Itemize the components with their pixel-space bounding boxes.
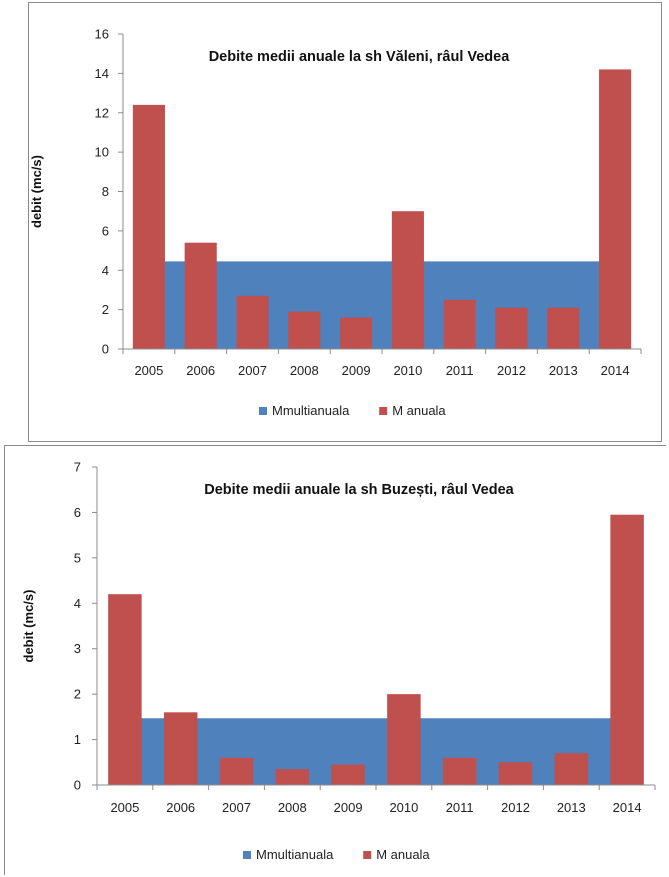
bar-m-anuala — [391, 211, 424, 349]
bar-m-anuala — [219, 757, 254, 785]
y-tick-label: 0 — [102, 342, 109, 357]
legend-label-m-anuala: M anuala — [376, 847, 430, 862]
x-tick-label: 2009 — [342, 363, 371, 378]
x-tick-label: 2006 — [186, 363, 215, 378]
y-tick-label: 10 — [95, 145, 109, 160]
x-tick-label: 2011 — [446, 800, 474, 815]
x-tick-label: 2012 — [497, 363, 526, 378]
y-tick-label: 6 — [74, 505, 81, 520]
bar-m-anuala — [387, 694, 421, 785]
legend-swatch-m-anuala — [363, 851, 372, 859]
y-tick-label: 2 — [102, 302, 109, 317]
legend-swatch-m-anuala — [379, 407, 388, 415]
series-area-mmultianuala — [124, 718, 628, 785]
x-tick-label: 2007 — [222, 800, 251, 815]
y-axis-label: debit (mc/s) — [29, 155, 44, 228]
bar-m-anuala — [498, 762, 533, 785]
y-tick-label: 6 — [102, 223, 109, 238]
x-tick-label: 2007 — [238, 363, 267, 378]
bar-m-anuala — [331, 764, 365, 785]
y-tick-label: 16 — [95, 27, 109, 42]
x-tick-label: 2014 — [601, 363, 630, 378]
bar-m-anuala — [163, 712, 198, 785]
x-tick-label: 2005 — [134, 363, 163, 378]
y-tick-label: 12 — [95, 105, 109, 120]
y-tick-label: 14 — [95, 66, 109, 81]
y-tick-label: 1 — [74, 732, 81, 747]
bar-m-anuala — [495, 307, 528, 349]
bar-m-anuala — [288, 311, 321, 349]
y-tick-label: 0 — [74, 778, 81, 793]
x-tick-label: 2008 — [278, 800, 307, 815]
x-tick-label: 2011 — [446, 363, 474, 378]
y-axis-label: debit (mc/s) — [21, 590, 36, 663]
bar-m-anuala — [547, 307, 580, 349]
x-tick-label: 2009 — [334, 800, 363, 815]
bar-m-anuala — [442, 757, 477, 785]
bar-m-anuala — [340, 317, 373, 349]
legend-label-m-anuala: M anuala — [392, 403, 446, 418]
chart-buzesti-svg: 0 1 2 3 4 5 6 7 2005 2006 2007 2008 2009 2010 2011 2012… — [21, 460, 656, 862]
bar-m-anuala — [132, 104, 165, 349]
legend-label-mmultianuala: Mmultianuala — [256, 847, 334, 862]
chart-title: Debite medii anuale la sh Buzești, râul … — [204, 482, 514, 498]
y-tick-label: 4 — [74, 596, 81, 611]
chart-valeni-svg: 0 2 4 6 8 10 12 14 16 2005 2006 2007 2008 2009 2010 201… — [29, 27, 642, 418]
legend-swatch-mmultianuala — [259, 407, 267, 415]
bar-m-anuala — [443, 299, 476, 349]
bar-m-anuala — [554, 753, 589, 785]
x-tick-label: 2006 — [166, 800, 195, 815]
x-tick-label: 2008 — [290, 363, 319, 378]
series-area-mmultianuala — [148, 261, 616, 349]
bar-m-anuala — [108, 594, 142, 785]
y-tick-label: 3 — [74, 641, 81, 656]
y-tick-label: 8 — [102, 184, 109, 199]
chart-buzesti: 0 1 2 3 4 5 6 7 2005 2006 2007 2008 2009 2010 2011 2012… — [4, 445, 666, 875]
x-tick-label: 2013 — [557, 800, 586, 815]
x-tick-label: 2010 — [393, 363, 422, 378]
bar-m-anuala — [236, 295, 269, 349]
y-tick-label: 4 — [102, 263, 109, 278]
x-tick-label: 2013 — [549, 363, 578, 378]
y-tick-label: 2 — [74, 687, 81, 702]
bar-m-anuala — [610, 514, 644, 785]
bar-m-anuala — [184, 242, 217, 349]
y-tick-label: 7 — [74, 460, 81, 475]
chart-title: Debite medii anuale la sh Văleni, râul V… — [209, 49, 511, 65]
bar-m-anuala — [275, 769, 310, 785]
legend-label-mmultianuala: Mmultianuala — [272, 403, 350, 418]
x-tick-label: 2012 — [501, 800, 530, 815]
x-tick-label: 2005 — [110, 800, 139, 815]
x-tick-label: 2010 — [389, 800, 418, 815]
legend-swatch-mmultianuala — [243, 851, 251, 859]
x-tick-label: 2014 — [613, 800, 642, 815]
y-tick-label: 5 — [74, 550, 81, 565]
chart-valeni: 0 2 4 6 8 10 12 14 16 2005 2006 2007 2008 2009 2010 201… — [28, 2, 662, 442]
bar-m-anuala — [599, 69, 632, 349]
